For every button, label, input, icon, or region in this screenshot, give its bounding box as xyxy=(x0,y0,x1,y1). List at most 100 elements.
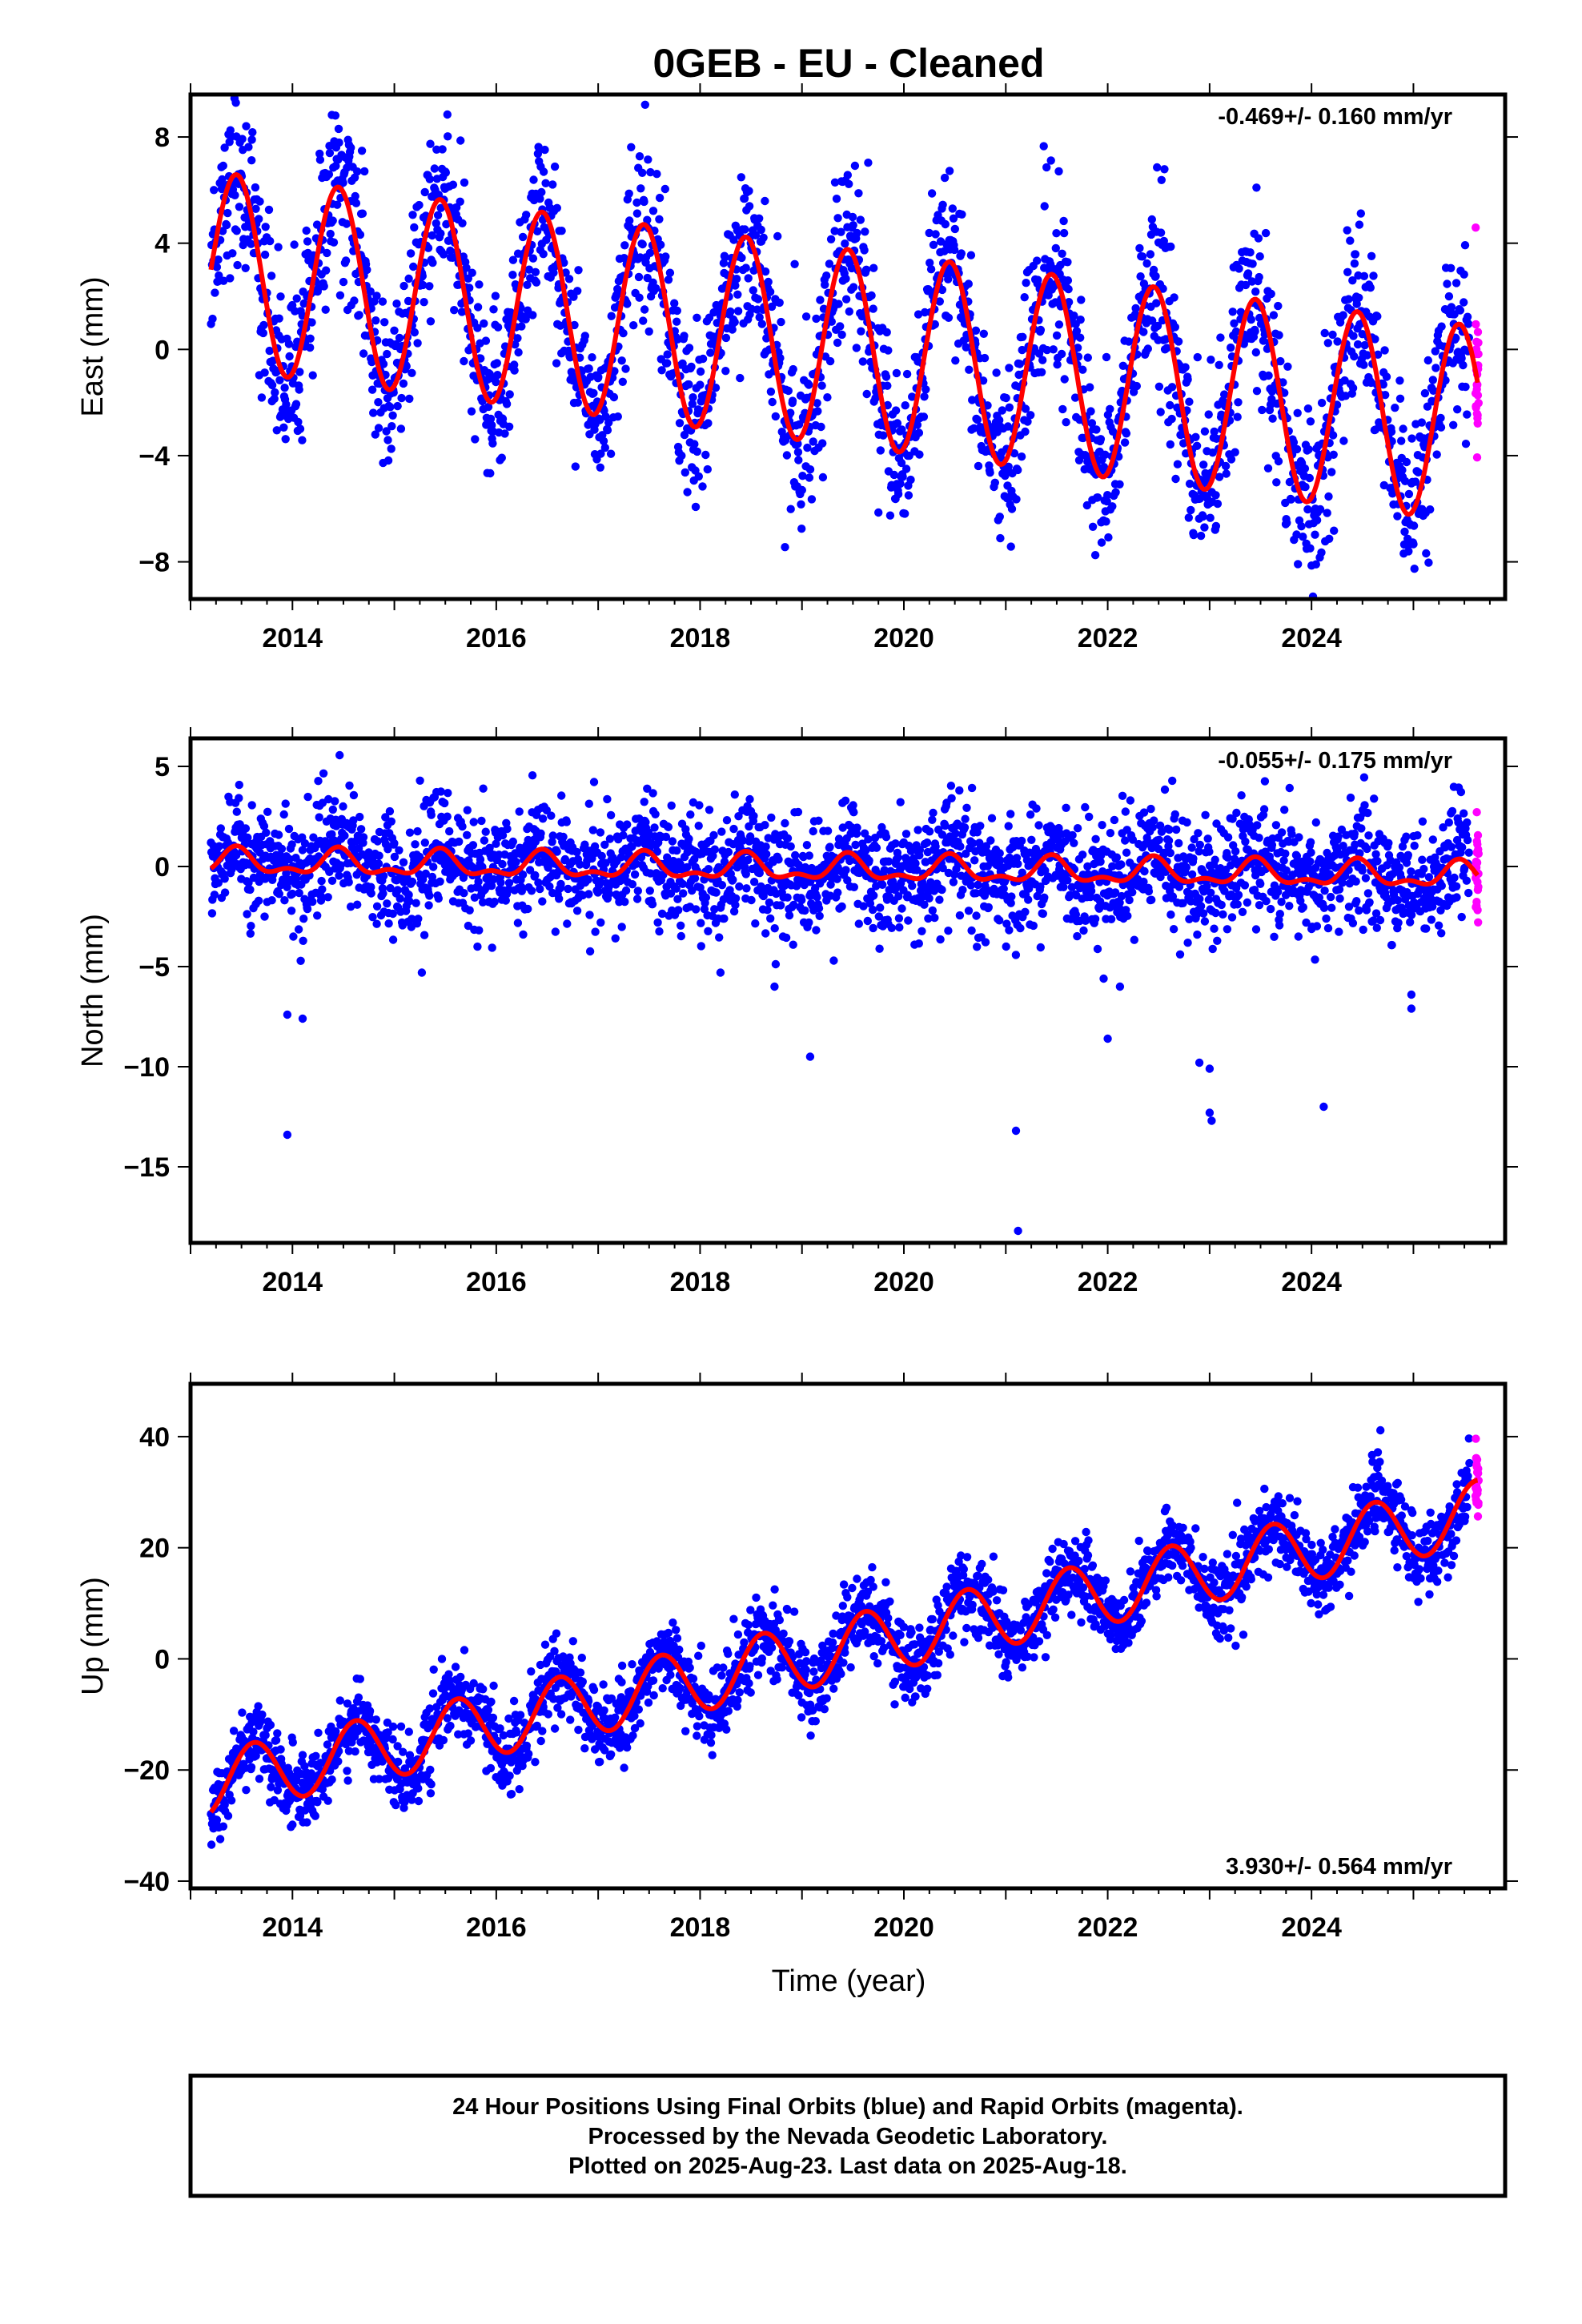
east-final-point xyxy=(247,156,256,165)
east-final-point xyxy=(1363,351,1371,360)
north-final-point xyxy=(481,827,490,836)
east-rate-label: -0.469+/- 0.160 mm/yr xyxy=(1218,104,1452,130)
north-final-point xyxy=(694,822,703,830)
east-final-point xyxy=(481,336,491,345)
north-final-point xyxy=(387,817,396,826)
north-final-point xyxy=(1166,910,1175,919)
north-final-point xyxy=(929,808,938,818)
east-final-point xyxy=(1057,349,1066,359)
north-final-point xyxy=(416,776,424,785)
north-final-point xyxy=(865,899,875,908)
east-final-point xyxy=(492,359,501,368)
north-final-point xyxy=(881,833,891,842)
north-final-point xyxy=(458,822,467,831)
east-final-point xyxy=(761,196,769,206)
north-final-point xyxy=(1170,810,1180,819)
north-final-point xyxy=(468,841,478,850)
north-final-point xyxy=(536,884,544,894)
north-final-point xyxy=(673,846,681,855)
east-final-point xyxy=(1148,316,1157,325)
north-final-point xyxy=(936,935,945,944)
north-final-point xyxy=(742,884,751,893)
east-final-point xyxy=(1328,330,1337,340)
east-final-point xyxy=(1023,417,1032,426)
east-final-point xyxy=(1437,322,1446,331)
north-final-point xyxy=(674,906,683,915)
east-final-point xyxy=(1444,292,1454,301)
north-final-point xyxy=(1266,904,1275,914)
east-final-point xyxy=(1443,279,1452,288)
east-final-point xyxy=(1417,418,1427,427)
north-final-point xyxy=(517,887,526,895)
east-final-point xyxy=(901,509,909,518)
east-final-point xyxy=(757,320,766,328)
north-final-point xyxy=(1112,853,1122,862)
east-final-point xyxy=(353,167,362,176)
east-final-point xyxy=(1267,289,1275,299)
north-final-point xyxy=(596,918,605,927)
east-final-point xyxy=(1034,275,1042,284)
north-final-point xyxy=(373,837,382,846)
north-final-point xyxy=(465,906,474,915)
north-final-point xyxy=(783,893,792,902)
east-final-point xyxy=(405,394,414,404)
east-final-point xyxy=(919,412,929,421)
east-final-point xyxy=(1090,551,1100,560)
north-final-point xyxy=(877,822,886,832)
north-final-point xyxy=(395,846,404,855)
east-final-point xyxy=(927,189,937,198)
north-final-point xyxy=(1164,836,1174,846)
east-final-point xyxy=(1115,480,1124,489)
north-final-point xyxy=(1085,812,1094,822)
north-final-point xyxy=(964,907,974,915)
east-final-point xyxy=(302,226,311,235)
east-final-point xyxy=(1293,408,1302,417)
north-final-point xyxy=(878,880,887,890)
east-final-point xyxy=(636,253,644,262)
north-final-point xyxy=(1002,919,1011,928)
east-final-point xyxy=(570,320,579,330)
east-final-point xyxy=(861,227,869,236)
north-final-point xyxy=(761,821,769,830)
east-final-point xyxy=(1186,505,1195,515)
east-final-point xyxy=(860,246,869,255)
east-final-point xyxy=(1251,327,1259,336)
east-final-point xyxy=(996,533,1005,543)
north-final-point xyxy=(623,820,632,829)
east-final-point xyxy=(266,236,275,246)
east-final-point xyxy=(1324,492,1333,501)
east-final-point xyxy=(634,272,644,282)
north-final-point xyxy=(1185,915,1194,924)
east-final-point xyxy=(1076,316,1085,324)
east-final-point xyxy=(1343,267,1352,276)
east-final-point xyxy=(706,348,715,357)
east-final-point xyxy=(732,275,741,283)
east-final-point xyxy=(1414,468,1423,476)
east-final-point xyxy=(475,280,484,289)
north-final-point xyxy=(1178,899,1187,908)
east-final-point xyxy=(539,250,548,259)
north-final-point xyxy=(956,842,965,851)
east-final-point xyxy=(335,138,343,147)
north-final-point xyxy=(303,904,312,914)
north-final-point xyxy=(1139,808,1149,817)
east-final-point xyxy=(757,225,765,235)
north-final-point xyxy=(712,888,721,897)
east-final-point xyxy=(504,422,514,431)
north-final-point xyxy=(1006,899,1015,907)
north-final-point xyxy=(589,778,599,786)
east-final-point xyxy=(632,198,641,207)
east-final-point xyxy=(505,390,514,399)
east-final-point xyxy=(367,357,376,367)
east-final-point xyxy=(1436,413,1445,423)
east-final-point xyxy=(809,437,817,446)
north-final-point xyxy=(743,855,753,865)
north-final-point xyxy=(861,846,870,855)
east-final-point xyxy=(797,500,805,509)
east-final-point xyxy=(255,197,264,206)
east-final-point xyxy=(1449,420,1458,429)
east-final-point xyxy=(306,334,315,343)
east-final-point xyxy=(862,389,871,399)
east-final-point xyxy=(938,200,947,209)
north-final-point xyxy=(1128,835,1138,844)
